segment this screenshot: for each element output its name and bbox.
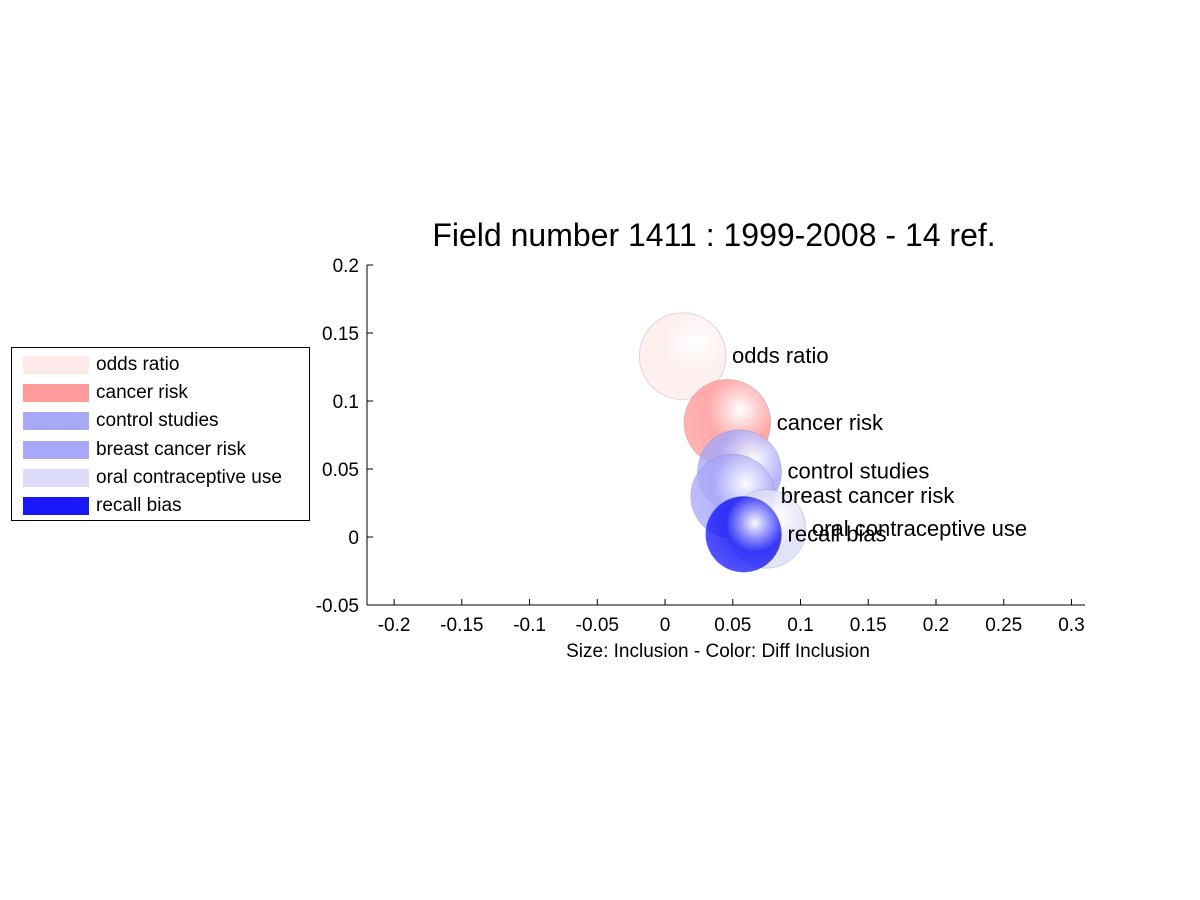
y-tick-label: 0 <box>348 528 359 549</box>
x-tick-label: 0.3 <box>1058 615 1084 636</box>
x-tick-label: -0.05 <box>576 615 619 636</box>
chart-title: Field number 1411 : 1999-2008 - 14 ref. <box>432 217 995 253</box>
bubble-label: cancer risk <box>777 410 884 435</box>
x-tick-label: -0.2 <box>378 615 411 636</box>
legend-swatch <box>23 497 89 515</box>
bubble-label: odds ratio <box>732 343 829 368</box>
bubble-label: breast cancer risk <box>781 483 956 508</box>
legend-label: breast cancer risk <box>96 439 246 460</box>
legend-swatch <box>23 384 89 402</box>
x-tick-label: -0.1 <box>513 615 546 636</box>
bubble-label: oral contraceptive use <box>812 516 1027 541</box>
x-tick-label: 0.15 <box>850 615 887 636</box>
x-tick-label: 0.2 <box>923 615 949 636</box>
x-tick-label: 0.25 <box>985 615 1022 636</box>
x-tick-label: 0 <box>660 615 671 636</box>
bubble-label: control studies <box>788 459 930 484</box>
bubble-label: recall bias <box>788 521 887 546</box>
y-tick-label: -0.05 <box>316 596 359 617</box>
x-tick-label: 0.1 <box>787 615 813 636</box>
legend-label: cancer risk <box>96 382 188 403</box>
bubble-layer <box>638 312 807 573</box>
bubble <box>638 312 727 400</box>
bubble <box>705 495 783 573</box>
x-tick-label: -0.15 <box>440 615 483 636</box>
legend-swatch <box>23 441 89 459</box>
y-tick-label: 0.05 <box>322 460 359 481</box>
legend-label: oral contraceptive use <box>96 467 282 488</box>
axes: -0.2 -0.15 -0.1 -0.05 0 0.05 0.1 0.15 0.2 0.25 0.3… <box>316 256 1085 636</box>
bubble-label-layer: odds ratio cancer risk control studiesbrea… <box>732 343 1027 546</box>
legend-swatch <box>23 469 89 487</box>
legend: odds ratio cancer risk control studies b… <box>11 347 310 521</box>
x-axis-label: Size: Inclusion - Color: Diff Inclusion <box>566 641 870 662</box>
x-tick-label: 0.05 <box>714 615 751 636</box>
legend-label: odds ratio <box>96 354 180 375</box>
legend-swatch <box>23 412 89 430</box>
y-tick-label: 0.1 <box>333 392 359 413</box>
legend-label: recall bias <box>96 495 182 516</box>
legend-swatch <box>23 356 89 374</box>
y-tick-label: 0.2 <box>333 256 359 277</box>
y-tick-label: 0.15 <box>322 324 359 345</box>
legend-label: control studies <box>96 410 219 431</box>
